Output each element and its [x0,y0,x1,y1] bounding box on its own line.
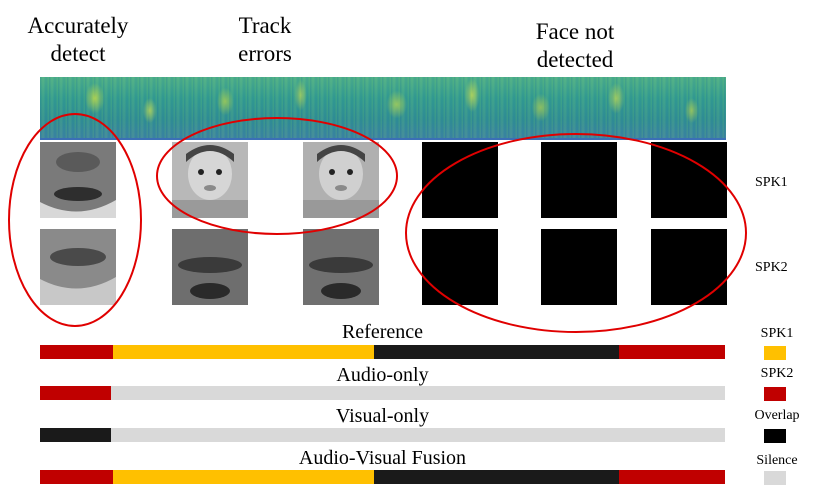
segment-spk2 [618,345,725,359]
segment-silence [110,386,725,400]
row-label-spk2: SPK2 [755,260,788,275]
spk1-face-missing-2 [541,142,617,218]
spk1-face-crop-3 [303,142,379,218]
legend-label-spk2: SPK2 [760,366,794,381]
spk1-face-missing-1 [422,142,498,218]
bar-audio-visual-fusion [40,470,725,484]
bar-label-reference: Reference [341,321,424,343]
highlight-track-errors-ellipse [156,117,398,235]
segment-spk1 [113,470,374,484]
legend-label-spk1: SPK1 [760,326,794,341]
legend-swatch-spk1 [764,346,786,360]
segment-spk1 [113,345,374,359]
legend-label-silence: Silence [756,453,798,468]
highlight-accurate-ellipse [8,113,142,327]
legend-label-overlap: Overlap [754,408,800,423]
annotation-face-not-detected: Face not detected [535,19,615,72]
spectrogram [40,77,726,140]
segment-spk2 [40,345,114,359]
legend-swatch-silence [764,471,786,485]
legend-swatch-spk2 [764,387,786,401]
segment-overlap [373,470,619,484]
segment-overlap [40,428,111,442]
bar-label-audio-only: Audio-only [336,364,429,386]
bar-label-audio-visual-fusion: Audio-Visual Fusion [298,447,467,469]
spk2-face-missing-2 [541,229,617,305]
bar-reference [40,345,725,359]
legend-swatch-overlap [764,429,786,443]
segment-spk2 [40,386,111,400]
bar-audio-only [40,386,725,400]
annotation-accurately-detect: Accurately detect [27,13,129,66]
highlight-not-detected-ellipse [405,133,747,333]
spk1-face-missing-3 [651,142,727,218]
annotation-track-errors: Track errors [238,13,292,66]
bar-visual-only [40,428,725,442]
row-label-spk1: SPK1 [755,175,788,190]
spk2-face-crop-2 [172,229,248,305]
segment-overlap [373,345,619,359]
spk2-face-missing-1 [422,229,498,305]
spk2-face-crop-3 [303,229,379,305]
segment-silence [110,428,725,442]
bar-label-visual-only: Visual-only [335,405,430,427]
segment-spk2 [40,470,114,484]
segment-spk2 [618,470,725,484]
spk2-face-missing-3 [651,229,727,305]
spk1-face-crop-1 [40,142,116,218]
spk1-face-crop-2 [172,142,248,218]
spk2-face-crop-1 [40,229,116,305]
